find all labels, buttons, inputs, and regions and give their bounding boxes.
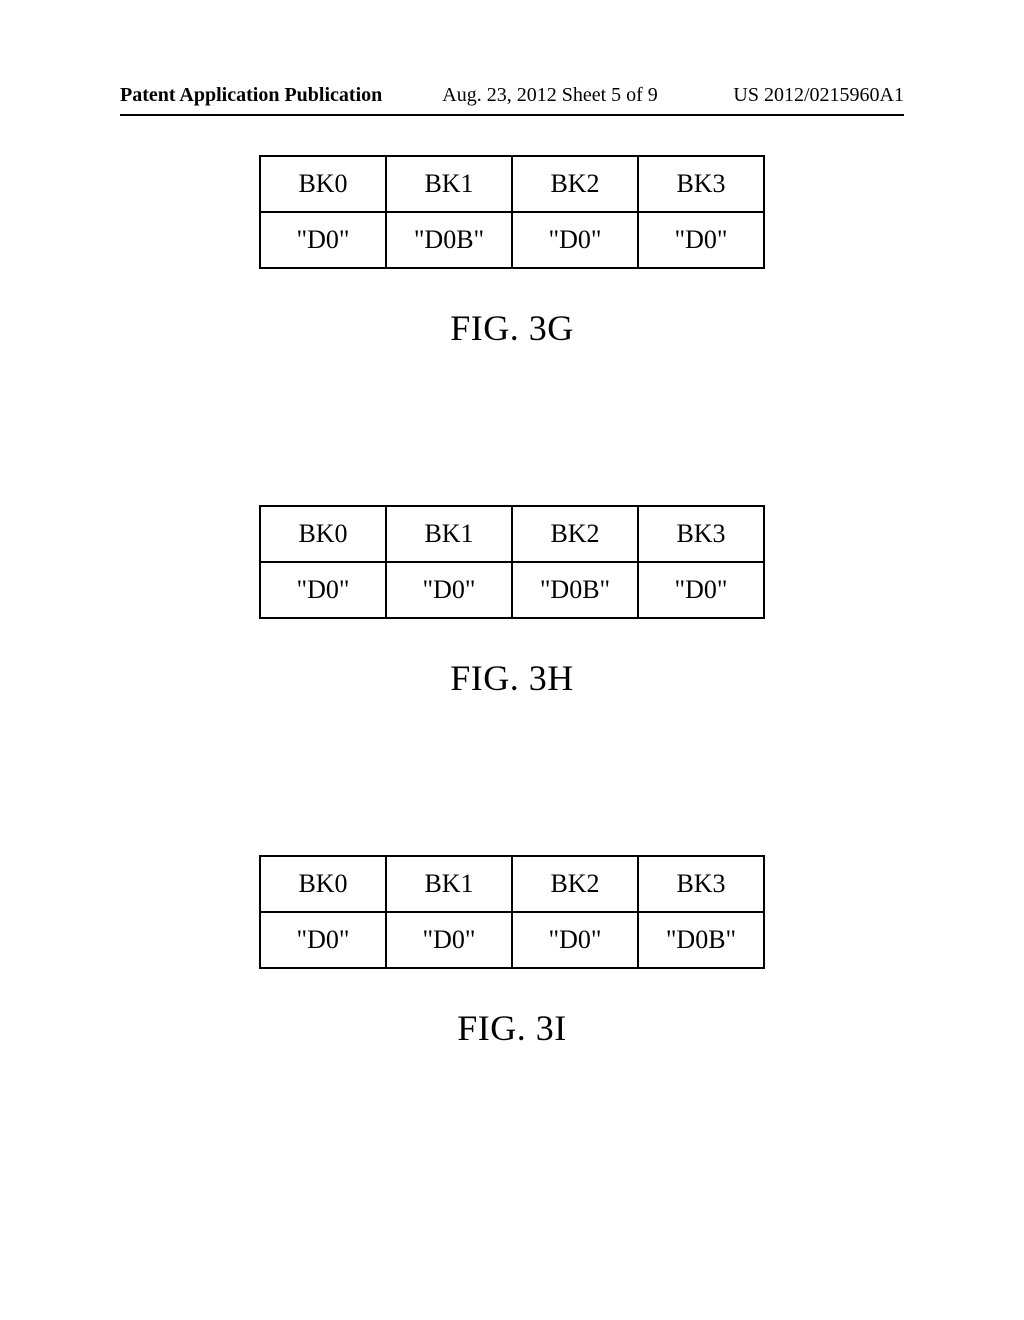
figure-caption: FIG. 3H: [450, 657, 574, 699]
table-cell: "D0": [260, 912, 386, 968]
table-cell: "D0": [386, 562, 512, 618]
table-3g: BK0 BK1 BK2 BK3 "D0" "D0B" "D0" "D0": [259, 155, 765, 269]
table-cell: BK1: [386, 156, 512, 212]
table-cell: BK0: [260, 156, 386, 212]
table-row: BK0 BK1 BK2 BK3: [260, 856, 764, 912]
table-cell: BK1: [386, 506, 512, 562]
table-cell: BK3: [638, 156, 764, 212]
figure-caption: FIG. 3G: [450, 307, 574, 349]
table-cell: "D0": [512, 912, 638, 968]
table-cell: "D0": [512, 212, 638, 268]
table-cell: "D0B": [386, 212, 512, 268]
table-cell: BK2: [512, 506, 638, 562]
table-cell: "D0": [386, 912, 512, 968]
header-publication: Patent Application Publication: [120, 84, 382, 107]
table-row: "D0" "D0" "D0" "D0B": [260, 912, 764, 968]
table-cell: BK1: [386, 856, 512, 912]
table-cell: BK3: [638, 506, 764, 562]
page-header: Patent Application Publication Aug. 23, …: [0, 84, 1024, 107]
figure-3h: BK0 BK1 BK2 BK3 "D0" "D0" "D0B" "D0" FIG…: [0, 505, 1024, 699]
header-sheet-info: Aug. 23, 2012 Sheet 5 of 9: [442, 84, 658, 107]
table-row: "D0" "D0B" "D0" "D0": [260, 212, 764, 268]
table-cell: BK2: [512, 856, 638, 912]
table-cell: BK2: [512, 156, 638, 212]
table-3i: BK0 BK1 BK2 BK3 "D0" "D0" "D0" "D0B": [259, 855, 765, 969]
table-cell: BK0: [260, 856, 386, 912]
table-row: BK0 BK1 BK2 BK3: [260, 506, 764, 562]
table-row: "D0" "D0" "D0B" "D0": [260, 562, 764, 618]
table-row: BK0 BK1 BK2 BK3: [260, 156, 764, 212]
header-patent-number: US 2012/0215960A1: [733, 84, 904, 107]
figure-caption: FIG. 3I: [457, 1007, 567, 1049]
table-cell: "D0B": [638, 912, 764, 968]
figure-3i: BK0 BK1 BK2 BK3 "D0" "D0" "D0" "D0B" FIG…: [0, 855, 1024, 1049]
table-cell: "D0": [638, 562, 764, 618]
table-cell: BK3: [638, 856, 764, 912]
table-cell: "D0": [260, 212, 386, 268]
figure-3g: BK0 BK1 BK2 BK3 "D0" "D0B" "D0" "D0" FIG…: [0, 155, 1024, 349]
header-divider: [120, 114, 904, 116]
table-cell: BK0: [260, 506, 386, 562]
table-cell: "D0": [638, 212, 764, 268]
table-cell: "D0": [260, 562, 386, 618]
table-3h: BK0 BK1 BK2 BK3 "D0" "D0" "D0B" "D0": [259, 505, 765, 619]
table-cell: "D0B": [512, 562, 638, 618]
